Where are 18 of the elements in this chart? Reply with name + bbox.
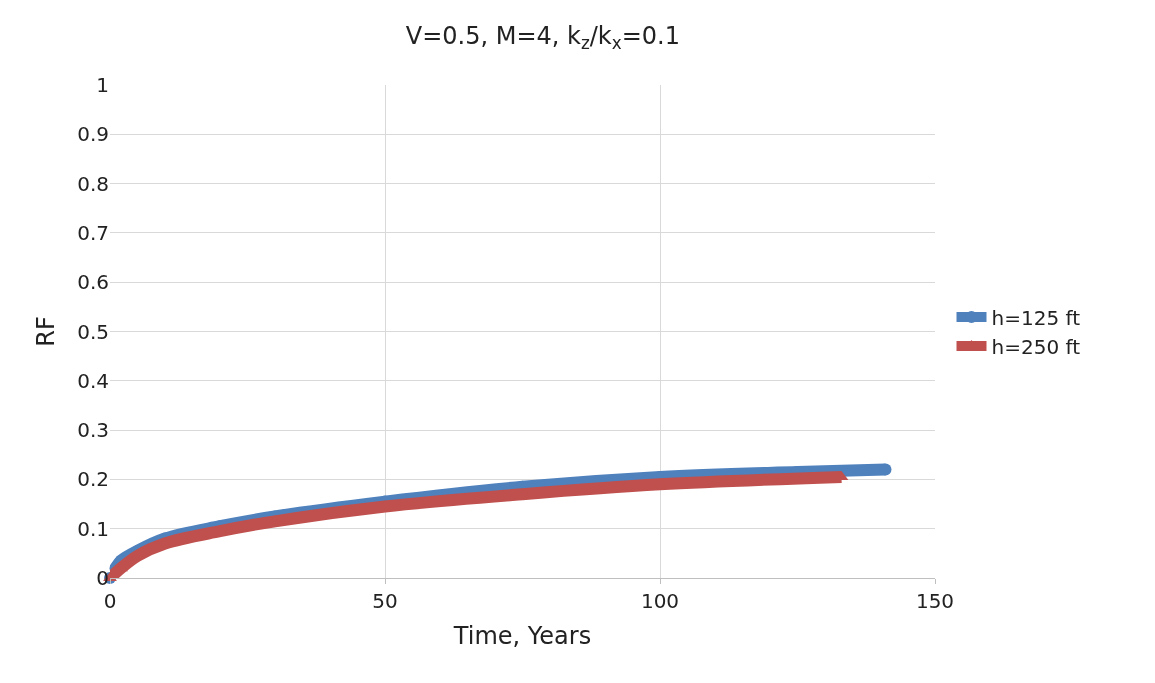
y-tick-label: 0.9 bbox=[77, 122, 109, 147]
legend-label: h=250 ft bbox=[991, 334, 1081, 359]
y-tick-label: 0.1 bbox=[77, 516, 109, 541]
x-tick-label: 50 bbox=[372, 589, 398, 613]
x-tick-label: 150 bbox=[915, 589, 955, 613]
y-tick-label: 0.3 bbox=[77, 418, 109, 443]
x-tick-label: 100 bbox=[640, 589, 680, 613]
legend-label: h=125 ft bbox=[991, 305, 1081, 330]
y-tick-label: 0.2 bbox=[77, 467, 109, 492]
y-tick-label: 0.8 bbox=[77, 171, 109, 196]
y-tick-label: 0.4 bbox=[77, 368, 109, 393]
y-tick-label: 0.6 bbox=[77, 270, 109, 295]
chart-title: V=0.5, M=4, k$_{z}$/k$_{x}$=0.1 bbox=[405, 22, 680, 54]
y-tick-label: 0.7 bbox=[77, 220, 109, 245]
y-tick-label: 0.5 bbox=[77, 319, 109, 344]
x-axis-title: Time, Years bbox=[452, 622, 592, 651]
y-tick-label: 1 bbox=[96, 73, 109, 97]
y-axis-title: RF bbox=[32, 316, 61, 347]
